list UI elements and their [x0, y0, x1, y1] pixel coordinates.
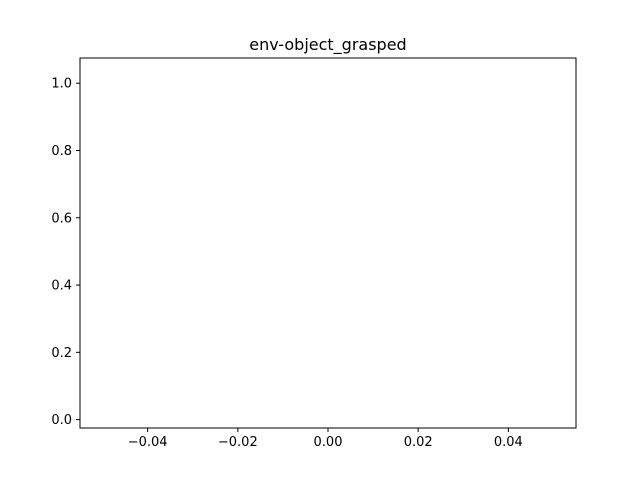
x-tick-label: 0.04	[494, 435, 523, 450]
x-tick-label: 0.02	[404, 435, 433, 450]
x-tick-label: −0.04	[128, 435, 168, 450]
plot-area	[80, 58, 576, 428]
x-tick-label: 0.00	[314, 435, 343, 450]
y-tick-label: 0.0	[51, 413, 72, 428]
x-tick-label: −0.02	[218, 435, 258, 450]
y-tick-label: 0.6	[51, 211, 72, 226]
y-tick-label: 0.8	[51, 144, 72, 159]
chart-title: env-object_grasped	[249, 35, 406, 55]
y-tick-label: 0.4	[51, 279, 72, 294]
y-tick-label: 1.0	[51, 77, 72, 92]
plot-frame	[79, 57, 577, 429]
x-axis: −0.04 −0.02 0.00 0.02 0.04	[128, 428, 523, 450]
y-tick-label: 0.2	[51, 346, 72, 361]
y-axis: 0.0 0.2 0.4 0.6 0.8 1.0	[51, 77, 80, 428]
